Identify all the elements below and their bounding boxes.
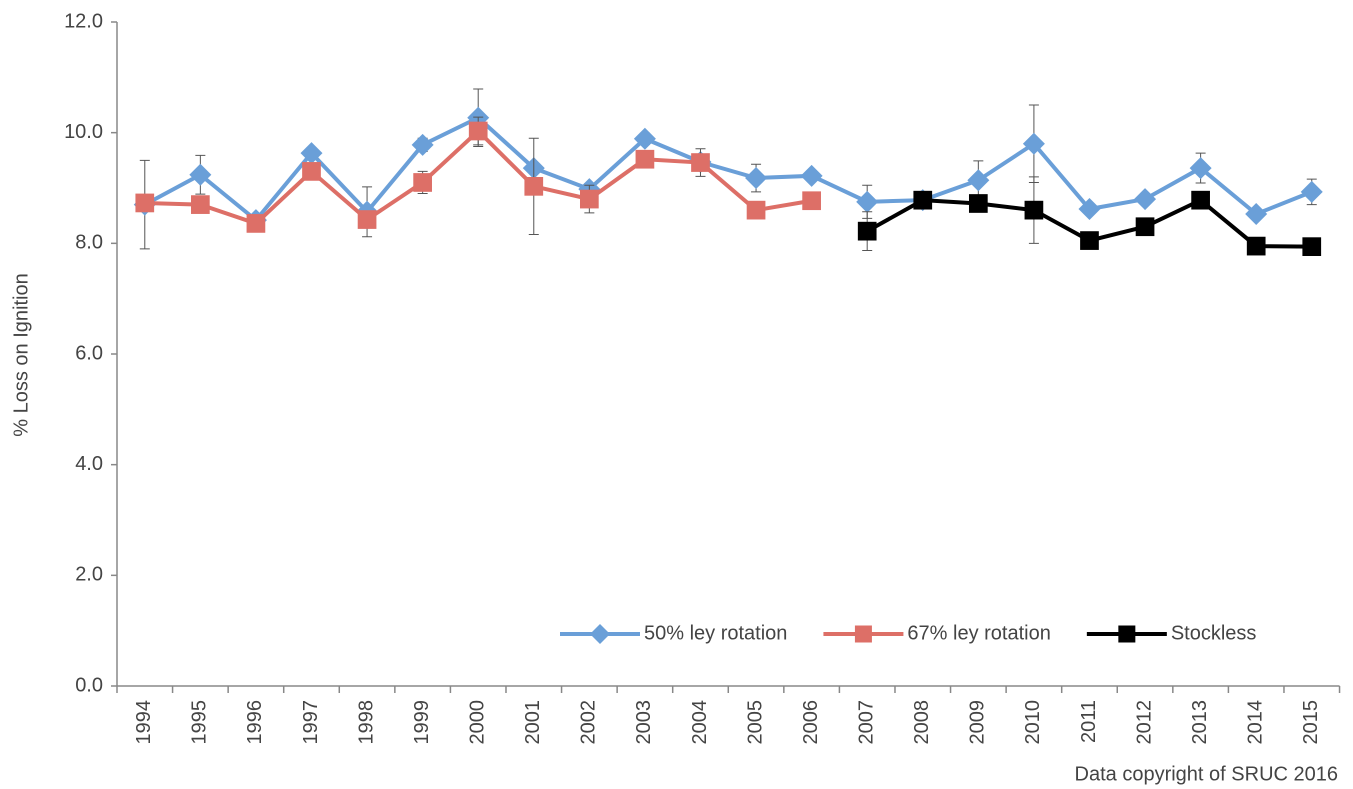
marker <box>1022 132 1045 155</box>
marker <box>857 221 877 241</box>
marker <box>1189 157 1212 180</box>
x-tick-label: 1999 <box>411 700 433 745</box>
marker <box>302 162 321 181</box>
marker <box>590 624 610 644</box>
marker <box>191 195 210 214</box>
legend-label: 50% ley rotation <box>644 622 787 644</box>
marker <box>1135 217 1155 237</box>
x-tick-label: 2001 <box>522 700 544 745</box>
marker <box>357 210 377 229</box>
marker <box>1300 180 1323 203</box>
marker <box>189 163 212 186</box>
x-tick-label: 1997 <box>300 700 322 745</box>
y-tick-label: 6.0 <box>75 342 103 364</box>
marker <box>1024 200 1044 220</box>
legend-label: 67% ley rotation <box>907 622 1050 644</box>
legend-item: 67% ley rotation <box>823 622 1051 644</box>
y-tick-label: 10.0 <box>64 121 103 143</box>
marker <box>913 190 933 210</box>
marker <box>411 133 434 156</box>
x-tick-label: 2008 <box>911 700 933 745</box>
marker <box>524 176 544 196</box>
marker <box>746 200 766 220</box>
marker <box>1080 231 1099 250</box>
y-tick-label: 0.0 <box>75 674 103 696</box>
x-tick-label: 2004 <box>689 700 711 745</box>
x-tick-label: 2002 <box>578 700 600 745</box>
source-note: Data copyright of SRUC 2016 <box>1075 763 1338 785</box>
legend-item: 50% ley rotation <box>560 622 787 644</box>
marker <box>413 173 432 192</box>
y-tick-label: 8.0 <box>75 232 103 254</box>
y-axis-label: % Loss on Ignition <box>10 273 32 436</box>
x-tick-label: 2006 <box>800 700 822 745</box>
x-tick-label: 2012 <box>1133 700 1155 745</box>
x-tick-label: 2014 <box>1244 700 1266 745</box>
marker <box>967 169 990 192</box>
y-tick-label: 12.0 <box>64 10 103 32</box>
marker <box>802 191 821 211</box>
x-tick-label: 2000 <box>466 700 488 745</box>
marker <box>968 194 988 213</box>
marker <box>579 189 599 209</box>
x-tick-label: 1996 <box>244 700 266 745</box>
series-line <box>143 115 1313 223</box>
x-tick-label: 2011 <box>1078 700 1100 743</box>
marker <box>300 142 323 165</box>
y-tick-label: 2.0 <box>75 564 103 586</box>
marker <box>1191 190 1210 210</box>
x-tick-label: 2007 <box>855 700 877 745</box>
marker <box>633 127 656 150</box>
marker <box>468 121 488 141</box>
marker <box>800 164 823 187</box>
marker <box>135 193 155 213</box>
marker <box>1246 236 1266 256</box>
marker <box>691 153 710 172</box>
marker <box>854 625 872 643</box>
x-tick-label: 2013 <box>1189 700 1211 745</box>
y-tick-label: 4.0 <box>75 453 103 475</box>
x-tick-label: 2009 <box>967 700 989 745</box>
legend-item: Stockless <box>1086 622 1257 644</box>
x-tick-label: 1994 <box>133 700 155 745</box>
x-tick-label: 2005 <box>744 700 766 745</box>
x-tick-label: 2015 <box>1300 700 1322 745</box>
legend-label: Stockless <box>1171 622 1257 644</box>
x-tick-label: 2010 <box>1022 700 1044 745</box>
marker <box>1134 188 1157 211</box>
marker <box>1302 237 1322 257</box>
marker <box>1118 625 1136 643</box>
marker <box>745 167 768 190</box>
x-tick-label: 1998 <box>355 700 377 745</box>
marker <box>1245 203 1268 226</box>
x-tick-label: 2003 <box>633 700 655 745</box>
marker <box>635 149 655 169</box>
marker <box>246 214 266 233</box>
marker <box>1078 198 1101 221</box>
marker <box>856 190 879 213</box>
x-tick-label: 1995 <box>189 700 211 745</box>
